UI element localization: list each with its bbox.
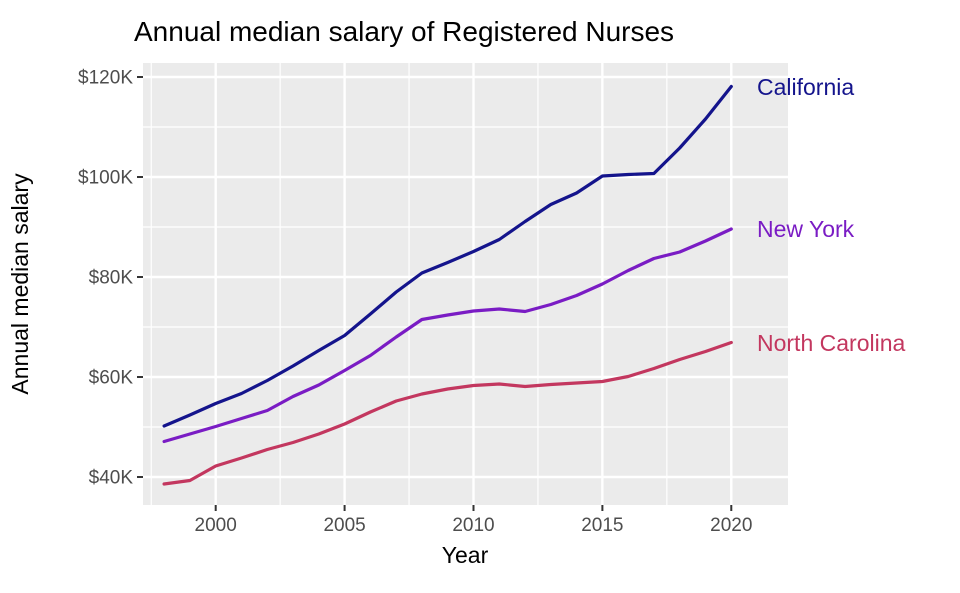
- y-axis-title: Annual median salary: [7, 173, 33, 395]
- y-tick-label: $40K: [89, 468, 134, 489]
- x-axis-title: Year: [441, 542, 489, 568]
- x-tick-label: 2015: [581, 515, 623, 536]
- plot-panel: [143, 63, 788, 505]
- series-label-north-carolina: North Carolina: [757, 329, 906, 356]
- y-tick-label: $60K: [89, 368, 134, 389]
- series-label-california: California: [757, 73, 855, 100]
- x-tick-label: 2005: [323, 515, 365, 536]
- y-tick-label: $100K: [78, 168, 133, 189]
- series-label-new-york: New York: [757, 216, 855, 242]
- series-line-north-carolina: [162, 340, 733, 486]
- series-line-new-york: [162, 227, 733, 444]
- y-tick-label: $120K: [78, 68, 133, 89]
- series-line-california: [162, 84, 733, 428]
- chart-title: Annual median salary of Registered Nurse…: [134, 16, 675, 47]
- x-tick-label: 2020: [710, 515, 752, 536]
- x-tick-label: 2010: [452, 515, 494, 536]
- x-tick-label: 2000: [195, 515, 237, 536]
- y-tick-label: $80K: [89, 268, 134, 289]
